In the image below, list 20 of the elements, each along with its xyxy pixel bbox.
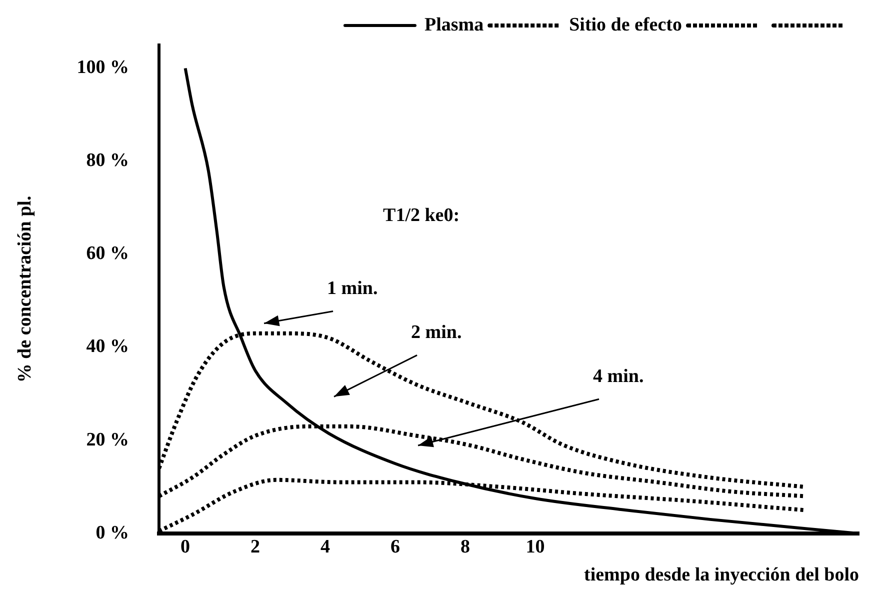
y-axis-title: % de concentración pl.	[14, 196, 36, 383]
x-tick-label: 4	[320, 536, 331, 558]
annotation: 4 min.	[593, 366, 644, 388]
y-tick-label: 80 %	[86, 150, 130, 172]
y-tick-label: 20 %	[86, 429, 130, 450]
legend-label: Sitio de efecto	[569, 14, 682, 36]
x-tick-label: 2	[250, 536, 260, 558]
y-tick-label: 100 %	[76, 57, 130, 78]
y-tick-label: 60 %	[86, 243, 130, 264]
annotation: 1 min.	[327, 278, 378, 300]
x-axis-title: tiempo desde la inyección del bolo	[584, 564, 859, 586]
y-tick-label: 40 %	[86, 336, 130, 358]
annotation: 2 min.	[411, 322, 462, 344]
x-tick-label: 10	[526, 536, 545, 558]
x-tick-label: 6	[390, 536, 400, 558]
x-tick-label: 8	[460, 536, 470, 558]
y-tick-label: 0 %	[96, 522, 130, 544]
annotation: T1/2 ke0:	[383, 204, 460, 226]
x-tick-label: 0	[180, 536, 190, 558]
legend-label: Plasma	[424, 14, 484, 36]
